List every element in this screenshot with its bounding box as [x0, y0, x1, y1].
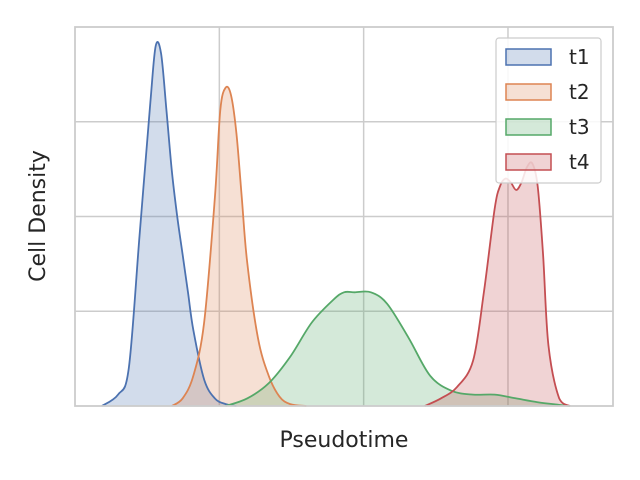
- legend-swatch-t1: [505, 48, 552, 66]
- y-axis-label: Cell Density: [26, 150, 51, 282]
- legend: t1 t2 t3 t4: [495, 37, 602, 184]
- density-area-t2: [171, 86, 307, 406]
- density-line-t4: [424, 161, 571, 407]
- legend-label-t2: t2: [569, 80, 590, 104]
- legend-frame: [495, 37, 602, 184]
- legend-label-t1: t1: [569, 45, 590, 69]
- density-line-t2: [171, 85, 307, 407]
- legend-label-t4: t4: [569, 150, 590, 174]
- x-axis-label: Pseudotime: [280, 428, 409, 453]
- density-area-t1: [101, 41, 237, 406]
- density-area-t3: [225, 291, 570, 406]
- series-layer: [101, 41, 571, 407]
- density-line-t3: [225, 290, 571, 407]
- legend-label-t3: t3: [569, 115, 590, 139]
- density-line-t1: [101, 41, 237, 407]
- plot-frame: [74, 26, 614, 407]
- density-area-t4: [424, 162, 570, 406]
- legend-swatch-t4: [505, 153, 552, 171]
- legend-swatch-t2: [505, 83, 552, 101]
- legend-swatch-t3: [505, 118, 552, 136]
